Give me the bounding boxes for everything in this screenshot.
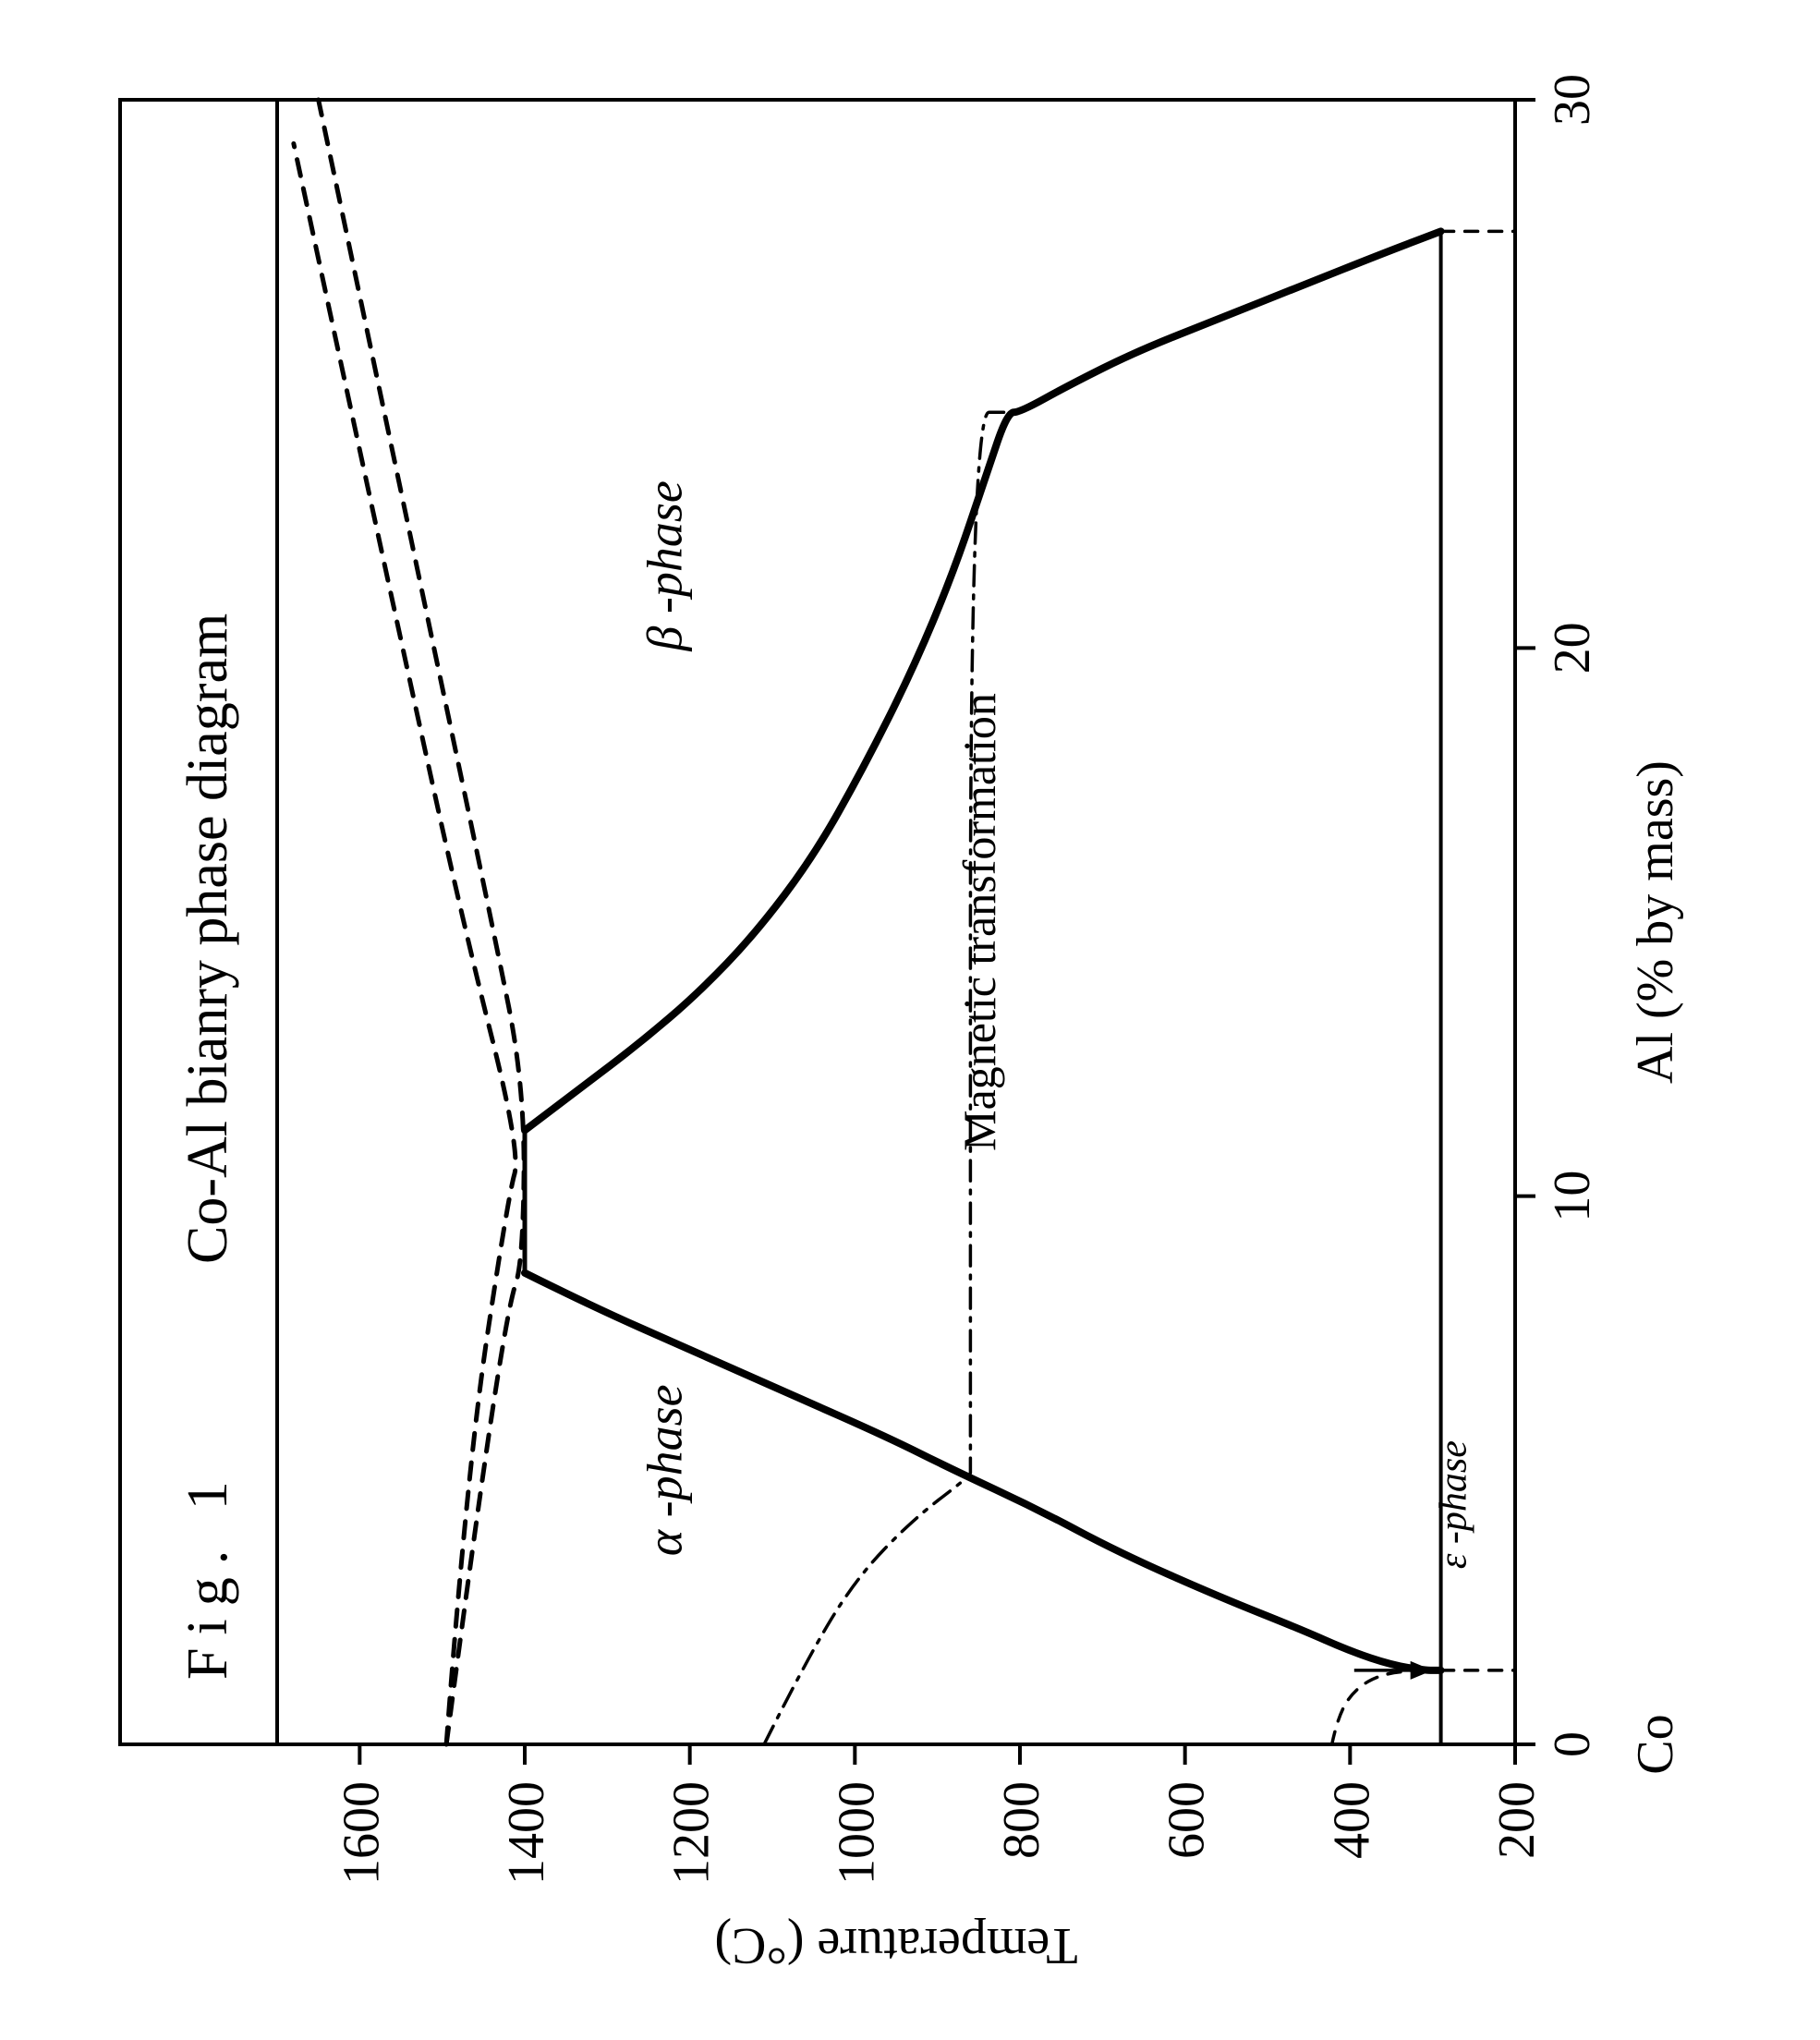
- x-axis-label: Al (% by mass): [1627, 760, 1684, 1084]
- figure-title: Co-Al bianry phase diagram: [176, 613, 239, 1264]
- magnetic-label: Magnetic transformation: [953, 693, 1005, 1151]
- x-tick-label: 30: [1544, 74, 1601, 126]
- y-tick-label: 400: [1323, 1781, 1380, 1859]
- beta-label: β -phase: [637, 480, 693, 651]
- y-tick-label: 1600: [333, 1781, 390, 1885]
- y-axis-label: Temperature (°C): [714, 1917, 1077, 1974]
- y-tick-label: 1400: [498, 1781, 555, 1885]
- x-tick-label: 0: [1544, 1731, 1601, 1757]
- x-tick-label: 10: [1544, 1171, 1601, 1222]
- y-tick-label: 600: [1159, 1781, 1216, 1859]
- alpha-label: α -phase: [637, 1384, 693, 1556]
- y-tick-label: 800: [993, 1781, 1050, 1859]
- y-tick-label: 1200: [663, 1781, 721, 1885]
- y-tick-label: 1000: [828, 1781, 885, 1885]
- y-tick-label: 200: [1488, 1781, 1546, 1859]
- epsilon-label: ε -phase: [1432, 1440, 1474, 1569]
- x-axis-corner-label: Co: [1627, 1714, 1684, 1774]
- x-tick-label: 20: [1544, 622, 1601, 674]
- figure-number: Fig. 1: [176, 1468, 239, 1680]
- phase-diagram-figure: Fig. 1Co-Al bianry phase diagram20040060…: [0, 0, 1820, 2040]
